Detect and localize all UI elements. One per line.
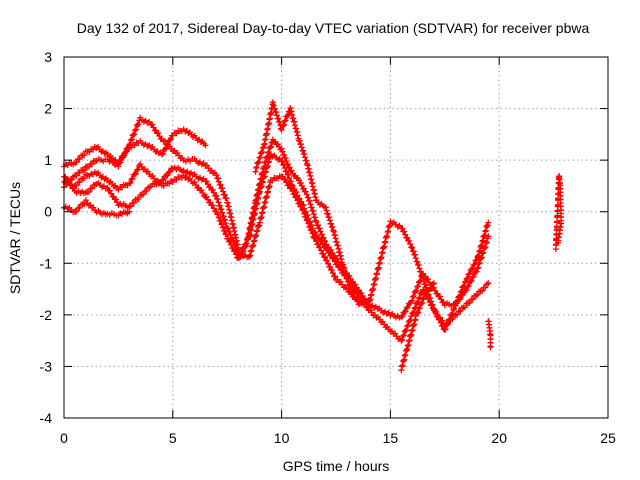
data-segment [552, 173, 565, 253]
x-axis-label: GPS time / hours [283, 458, 390, 474]
y-tick-label: -4 [40, 410, 53, 426]
x-tick-label: 25 [600, 430, 616, 446]
y-tick-label: -2 [40, 307, 53, 323]
axis-ticks: 0 5 10 15 20 25 -4 -3 -2 -1 0 1 2 3 [40, 49, 616, 446]
x-tick-label: 10 [274, 430, 290, 446]
data-segment [398, 280, 437, 374]
x-tick-label: 0 [60, 430, 68, 446]
plus-markers [552, 173, 565, 253]
y-tick-label: 2 [44, 101, 52, 117]
grid [64, 57, 608, 418]
plot-frame [63, 56, 609, 419]
plus-markers [398, 280, 437, 374]
y-tick-label: 1 [44, 152, 52, 168]
y-tick-label: 0 [44, 204, 52, 220]
data-segment [485, 318, 494, 351]
chart-title: Day 132 of 2017, Sidereal Day-to-day VTE… [77, 20, 590, 36]
y-tick-label: -3 [40, 358, 53, 374]
x-tick-label: 5 [169, 430, 177, 446]
x-tick-label: 20 [491, 430, 507, 446]
x-tick-label: 15 [383, 430, 399, 446]
y-tick-label: 3 [44, 49, 52, 65]
plus-markers [485, 318, 494, 351]
y-axis-label: SDTVAR / TECUs [7, 182, 23, 294]
plus-markers [252, 99, 372, 308]
y-tick-label: -1 [40, 255, 53, 271]
data-segment [252, 99, 372, 308]
